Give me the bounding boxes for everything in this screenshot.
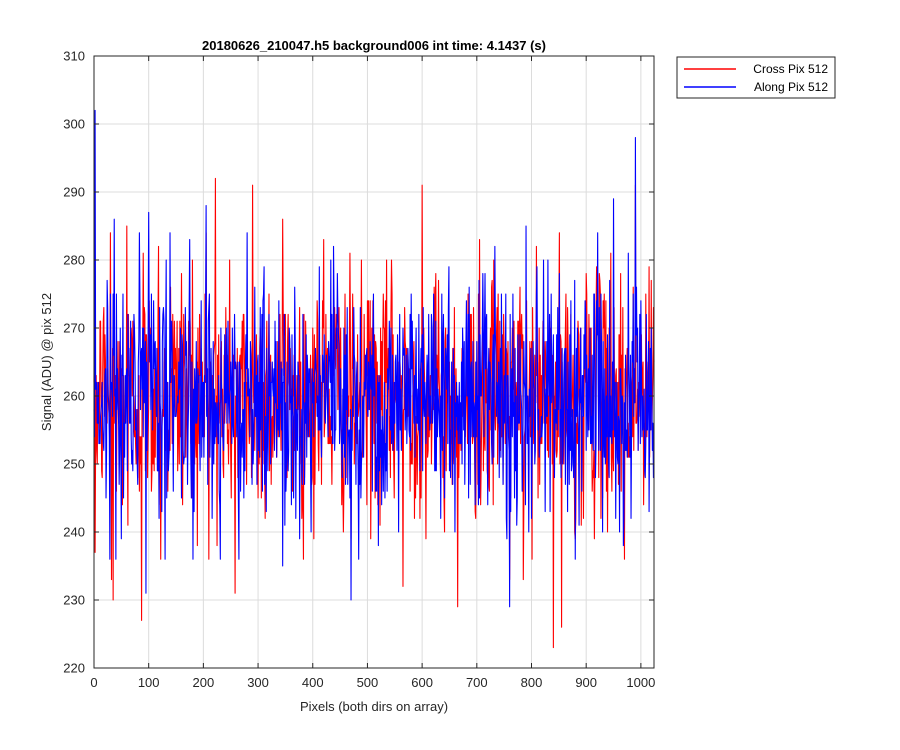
x-tick-label: 800 bbox=[521, 675, 543, 690]
y-tick-label: 280 bbox=[63, 253, 85, 268]
x-tick-label: 100 bbox=[138, 675, 160, 690]
x-tick-label: 200 bbox=[193, 675, 215, 690]
y-tick-label: 270 bbox=[63, 321, 85, 336]
legend-box bbox=[676, 56, 836, 99]
chart-title: 20180626_210047.h5 background006 int tim… bbox=[202, 38, 546, 53]
y-axis-title: Signal (ADU) @ pix 512 bbox=[39, 293, 54, 431]
plot-frame bbox=[93, 55, 655, 669]
x-tick-label: 600 bbox=[411, 675, 433, 690]
y-tick-label: 260 bbox=[63, 389, 85, 404]
legend-label-along: Along Pix 512 bbox=[754, 80, 828, 94]
series-layer bbox=[93, 109, 655, 649]
x-axis-title: Pixels (both dirs on array) bbox=[300, 699, 448, 714]
y-tick-label: 300 bbox=[63, 117, 85, 132]
series-along-pix-512 bbox=[93, 109, 655, 608]
y-tick-label: 250 bbox=[63, 457, 85, 472]
legend: Cross Pix 512 Along Pix 512 bbox=[676, 56, 836, 99]
y-tick-label: 290 bbox=[63, 185, 85, 200]
axis-ticks: 0 100 200 300 400 500 600 700 800 900 1000 220 230 24… bbox=[63, 49, 655, 691]
x-tick-label: 500 bbox=[357, 675, 379, 690]
x-tick-label: 300 bbox=[247, 675, 269, 690]
y-tick-label: 240 bbox=[63, 525, 85, 540]
x-tick-label: 400 bbox=[302, 675, 324, 690]
x-tick-label: 700 bbox=[466, 675, 488, 690]
y-tick-label: 310 bbox=[63, 49, 85, 64]
x-tick-label: 900 bbox=[575, 675, 597, 690]
x-tick-label: 1000 bbox=[626, 675, 655, 690]
y-tick-label: 230 bbox=[63, 593, 85, 608]
legend-label-cross: Cross Pix 512 bbox=[753, 62, 828, 76]
y-tick-label: 220 bbox=[63, 661, 85, 676]
x-tick-label: 0 bbox=[90, 675, 97, 690]
